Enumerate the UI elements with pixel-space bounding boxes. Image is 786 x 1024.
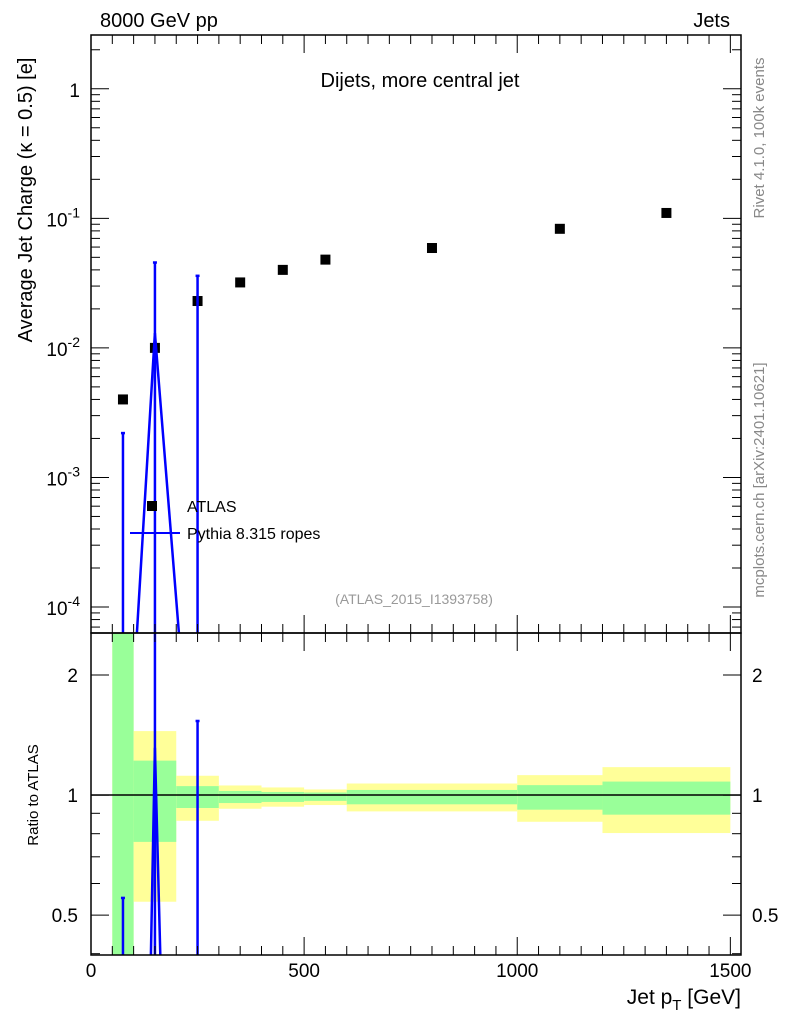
x-tick-label: 1000 xyxy=(496,961,538,982)
pythia-line xyxy=(135,333,181,634)
y-tick-label: 10-3 xyxy=(46,463,80,490)
rivet-version: Rivet 4.1.0, 100k events xyxy=(751,58,768,219)
ratio-bands xyxy=(112,633,731,955)
ratio-y-tick-label: 1 xyxy=(67,786,78,807)
ratio-y-tick-label-right: 2 xyxy=(752,666,763,687)
atlas-data-point xyxy=(661,207,672,218)
atlas-data-point xyxy=(554,223,565,234)
mcplots-credit: mcplots.cern.ch [arXiv:2401.10621] xyxy=(751,362,768,597)
y-tick-label: 10-4 xyxy=(46,593,80,620)
atlas-data-point xyxy=(320,254,331,265)
stat-uncertainty-band xyxy=(602,781,731,815)
y-tick-base: 10 xyxy=(46,340,67,361)
ratio-plot-frame xyxy=(90,632,742,956)
x-tick-label: 1500 xyxy=(709,961,751,982)
stat-uncertainty-band xyxy=(218,790,262,804)
stat-uncertainty-band xyxy=(304,792,347,801)
x-axis-label-sub: T xyxy=(672,997,681,1014)
legend-atlas-label: ATLAS xyxy=(187,499,237,516)
stat-uncertainty-band xyxy=(112,633,134,955)
y-tick-exponent: -2 xyxy=(68,334,81,350)
y-tick-label: 10-2 xyxy=(46,334,80,361)
y-tick-base: 10 xyxy=(46,210,67,231)
ratio-y-tick-label-right: 0.5 xyxy=(752,906,778,927)
plot-title: Dijets, more central jet xyxy=(321,70,520,92)
main-marks xyxy=(117,207,672,634)
y-tick-exponent: -4 xyxy=(68,593,81,609)
ratio-y-tick-label: 2 xyxy=(67,666,78,687)
y-tick-base: 1 xyxy=(69,81,80,102)
analysis-id: (ATLAS_2015_I1393758) xyxy=(335,591,493,607)
y-tick-exponent: -1 xyxy=(68,204,81,220)
atlas-data-point xyxy=(277,264,288,275)
atlas-data-point xyxy=(117,394,128,405)
x-axis-label: Jet pT [GeV] xyxy=(627,986,741,1014)
ratio-y-axis-label: Ratio to ATLAS xyxy=(25,744,42,845)
legend-pythia-label: Pythia 8.315 ropes xyxy=(187,526,320,543)
atlas-data-point xyxy=(426,243,437,254)
x-axis-label-main: Jet p xyxy=(627,986,673,1009)
header-category: Jets xyxy=(693,10,730,32)
y-tick-base: 10 xyxy=(46,469,67,490)
x-tick-label: 500 xyxy=(288,961,320,982)
y-tick-label: 1 xyxy=(69,81,80,102)
x-axis-label-unit: [GeV] xyxy=(681,986,741,1009)
stat-uncertainty-band xyxy=(346,789,518,805)
y-tick-exponent: -3 xyxy=(68,463,81,479)
ratio-y-tick-label-right: 1 xyxy=(752,786,763,807)
y-axis-label: Average Jet Charge (κ = 0.5) [e] xyxy=(15,58,37,343)
legend: ATLAS Pythia 8.315 ropes xyxy=(130,499,320,543)
main-plot-frame xyxy=(90,34,742,634)
atlas-data-point xyxy=(235,277,246,288)
ratio-y-tick-label: 0.5 xyxy=(52,906,78,927)
stat-uncertainty-band xyxy=(517,785,603,810)
ratio-marks xyxy=(120,633,200,956)
legend-atlas-marker xyxy=(147,501,157,511)
y-tick-label: 10-1 xyxy=(46,204,80,231)
stat-uncertainty-band xyxy=(261,791,305,802)
x-tick-label: 0 xyxy=(86,961,97,982)
header-energy: 8000 GeV pp xyxy=(100,10,218,32)
y-tick-base: 10 xyxy=(46,599,67,620)
